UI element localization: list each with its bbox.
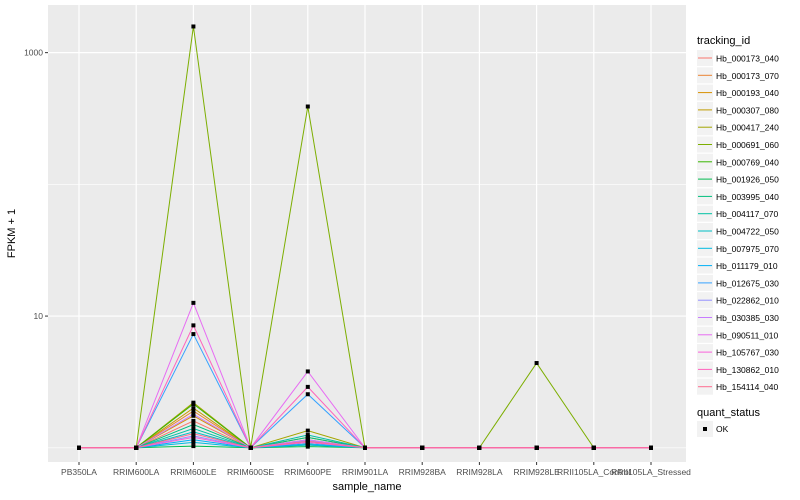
data-point (191, 426, 196, 431)
data-point (191, 431, 196, 436)
data-point (191, 418, 196, 423)
legend-label: Hb_090511_010 (716, 330, 779, 340)
data-point (191, 323, 196, 328)
data-point (134, 445, 139, 450)
data-point (305, 369, 310, 374)
data-point (534, 361, 539, 366)
plot-panel (48, 5, 686, 462)
data-point (305, 439, 310, 444)
legend-label: Hb_000769_040 (716, 157, 779, 167)
data-point (363, 445, 367, 450)
data-point (649, 445, 653, 450)
data-point (305, 433, 310, 438)
point-legend-title: quant_status (697, 407, 760, 419)
data-point (191, 409, 196, 414)
data-point (191, 444, 196, 449)
legend-label: Hb_000193_040 (716, 88, 779, 98)
data-point (305, 428, 310, 433)
data-point (191, 300, 196, 305)
data-point (477, 445, 482, 450)
legend-label: Hb_000417_240 (716, 123, 779, 133)
data-point (305, 435, 310, 440)
data-point (248, 445, 253, 450)
legend-label: Hb_022862_010 (716, 296, 779, 306)
data-point (191, 24, 196, 29)
legend-point (703, 427, 707, 431)
legend-label: Hb_003995_040 (716, 192, 779, 202)
x-tick-label: RRII105LA_Control (557, 467, 631, 477)
legend-label: Hb_105767_030 (716, 348, 779, 358)
x-tick-label: RRIM600PE (284, 467, 332, 477)
legend-title: tracking_id (697, 35, 750, 47)
legend-label: Hb_000691_060 (716, 140, 779, 150)
x-tick-label: RRIM600SE (227, 467, 275, 477)
data-point (534, 445, 539, 450)
data-point (191, 406, 196, 411)
data-point (591, 445, 596, 450)
legend-label: Hb_011179_010 (716, 261, 778, 271)
legend-label: Hb_000173_070 (716, 71, 779, 81)
x-tick-label: PB350LA (61, 467, 97, 477)
legend-label: Hb_007975_070 (716, 244, 779, 254)
legend-label: OK (716, 424, 729, 434)
data-point (191, 402, 196, 407)
x-tick-label: RRIM901LA (342, 467, 389, 477)
data-point (191, 440, 196, 445)
data-point (191, 332, 196, 337)
y-axis-title: FPKM + 1 (6, 209, 18, 258)
x-tick-label: RRIM928LE (513, 467, 560, 477)
x-tick-label: RRII105LA_Stressed (611, 467, 691, 477)
legend-label: Hb_004722_050 (716, 227, 779, 237)
x-tick-label: RRIM928BA (399, 467, 447, 477)
data-point (191, 435, 196, 440)
legend-label: Hb_001926_050 (716, 175, 779, 185)
data-point (191, 422, 196, 427)
x-tick-label: RRIM600LE (170, 467, 217, 477)
data-point (191, 437, 196, 442)
data-point (77, 445, 81, 450)
legend-label: Hb_000307_080 (716, 105, 779, 115)
data-point (305, 104, 310, 109)
legend-label: Hb_154114_040 (716, 382, 779, 392)
legend-label: Hb_130862_010 (716, 365, 779, 375)
legend-label: Hb_000173_040 (716, 54, 779, 64)
x-tick-label: RRIM600LA (113, 467, 160, 477)
x-axis-title: sample_name (332, 481, 401, 493)
y-tick-label: 1000 (24, 48, 43, 58)
data-point (305, 392, 310, 397)
data-point (191, 412, 196, 417)
data-point (305, 384, 310, 389)
legend-label: Hb_012675_030 (716, 278, 779, 288)
y-tick-label: 10 (34, 311, 44, 321)
legend-label: Hb_004117_070 (716, 209, 779, 219)
x-tick-label: RRIM928LA (456, 467, 503, 477)
legend-label: Hb_030385_030 (716, 313, 779, 323)
data-point (420, 445, 425, 450)
